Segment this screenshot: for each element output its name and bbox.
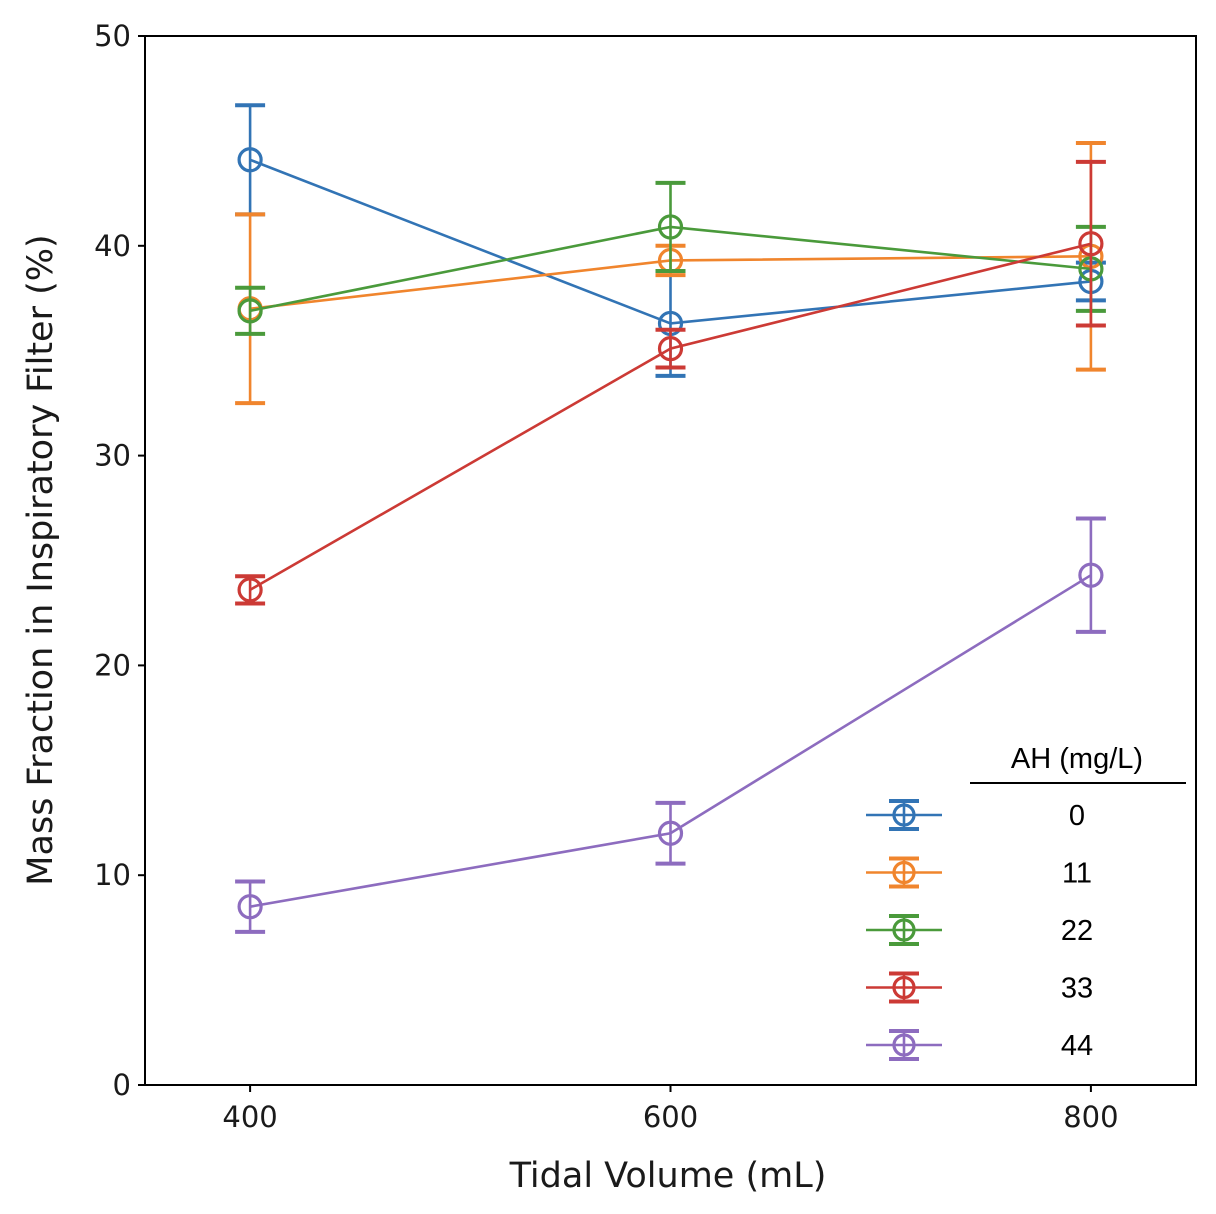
data-point bbox=[237, 298, 263, 324]
data-point bbox=[657, 214, 684, 240]
x-tick-label: 600 bbox=[643, 1100, 698, 1134]
series-33 bbox=[235, 159, 1106, 606]
legend-marker bbox=[892, 860, 916, 885]
legend-label: 44 bbox=[1061, 1030, 1093, 1062]
x-tick-label: 800 bbox=[1063, 1100, 1118, 1134]
x-tick-label: 400 bbox=[222, 1100, 277, 1134]
data-point bbox=[237, 894, 263, 920]
legend: AH (mg/L) 0 11 22 33 44 bbox=[866, 743, 1186, 1062]
legend-title: AH (mg/L) bbox=[1011, 743, 1143, 775]
series-44 bbox=[235, 516, 1106, 934]
y-tick-label: 0 bbox=[113, 1068, 131, 1102]
legend-marker bbox=[892, 918, 916, 942]
y-tick-label: 40 bbox=[94, 229, 131, 263]
legend-entry: 11 bbox=[866, 856, 1092, 890]
plot-area bbox=[235, 103, 1106, 934]
legend-entry: 33 bbox=[866, 971, 1093, 1005]
legend-marker bbox=[892, 975, 916, 1000]
axes: 0 10 20 30 40 50 400 600 800 bbox=[94, 19, 1197, 1134]
legend-label: 22 bbox=[1061, 915, 1093, 947]
data-point bbox=[657, 820, 684, 846]
data-point bbox=[237, 147, 263, 173]
data-point bbox=[237, 577, 263, 603]
data-point bbox=[657, 336, 684, 362]
legend-label: 11 bbox=[1062, 858, 1092, 890]
legend-entry: 44 bbox=[866, 1029, 1093, 1062]
legend-label: 0 bbox=[1069, 800, 1085, 832]
y-axis-title: Mass Fraction in Inspiratory Filter (%) bbox=[21, 234, 61, 885]
legend-label: 33 bbox=[1061, 973, 1093, 1005]
legend-marker bbox=[892, 803, 916, 827]
x-axis-title: Tidal Volume (mL) bbox=[509, 1156, 827, 1196]
y-tick-label: 10 bbox=[94, 858, 131, 892]
legend-entry: 0 bbox=[866, 799, 1085, 832]
legend-marker bbox=[892, 1033, 916, 1057]
y-tick-label: 50 bbox=[94, 19, 131, 53]
y-tick-label: 20 bbox=[94, 648, 131, 682]
data-point bbox=[1078, 562, 1104, 588]
y-tick-label: 30 bbox=[94, 439, 131, 473]
legend-entry: 22 bbox=[866, 914, 1093, 947]
data-point bbox=[1078, 231, 1104, 257]
